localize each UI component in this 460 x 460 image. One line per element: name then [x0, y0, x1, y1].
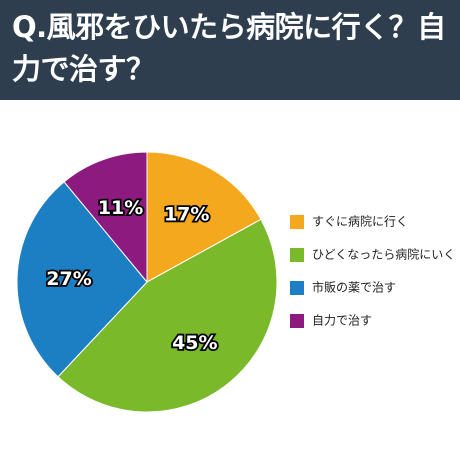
slice-label: 27%: [46, 268, 91, 290]
legend-label: ひどくなったら病院にいく: [312, 247, 455, 262]
chart: 17% 45% 27% 11% すぐに病院に行くひどくなったら病院にいく市販の薬で治す自…: [16, 151, 455, 413]
legend-label: 市販の薬で治す: [312, 280, 396, 295]
legend-swatch: [290, 281, 304, 295]
pie-slice: [16, 181, 148, 378]
legend-label: すぐに病院に行く: [312, 214, 408, 229]
pie-slice: [63, 151, 148, 284]
legend-swatch: [290, 248, 304, 262]
slice-label: 45%: [172, 332, 217, 354]
slice-label: 17%: [164, 203, 209, 225]
pie-slice: [146, 151, 262, 283]
slice-label: 11%: [98, 197, 143, 219]
legend-label: 自力で治す: [312, 314, 372, 328]
chart-title: Q.風邪をひいたら病院に行く？自力で治す？: [0, 0, 460, 100]
legend-swatch: [290, 314, 304, 328]
legend-swatch: [290, 215, 304, 229]
pie-slice: [57, 218, 278, 413]
